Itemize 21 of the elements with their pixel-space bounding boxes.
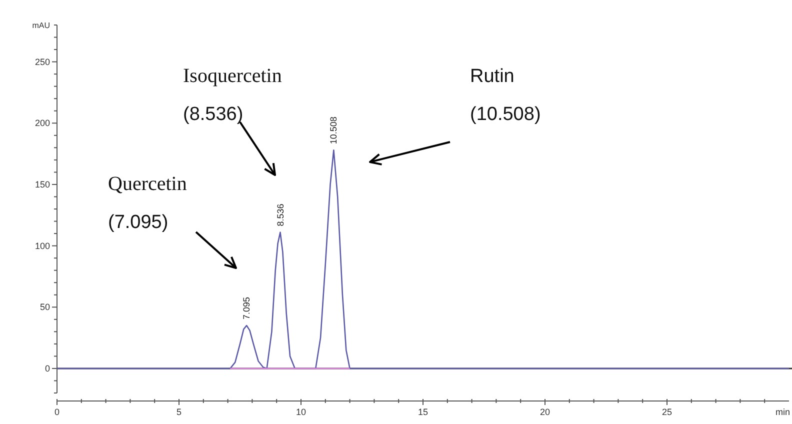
annotation: Isoquercetin (8.536) [183, 65, 282, 125]
y-tick-label: 200 [34, 118, 50, 128]
annotation: Quercetin (7.095) [108, 173, 187, 233]
y-axis-title: mAU [32, 21, 50, 30]
y-tick-label: 0 [44, 363, 50, 374]
y-tick-label: 150 [34, 179, 50, 190]
x-tick-label: 25 [662, 407, 672, 417]
annotation: 7.095 [242, 297, 252, 320]
annotation: 10.508 [328, 116, 339, 144]
x-tick-label: 10 [296, 407, 306, 417]
y-tick-label: 50 [40, 302, 50, 312]
annotation: Rutin (10.508) [470, 66, 541, 125]
line-series [56, 149, 790, 370]
x-tick-label: 20 [540, 407, 550, 417]
y-tick-label: 100 [34, 240, 50, 251]
annotation: 8.536 [275, 204, 286, 226]
y-tick-label: 250 [34, 56, 50, 67]
x-tick-label: 0 [54, 407, 60, 417]
x-tick-label: 15 [418, 407, 428, 417]
x-tick-label: 5 [176, 407, 182, 417]
x-axis-title: min [775, 407, 790, 417]
